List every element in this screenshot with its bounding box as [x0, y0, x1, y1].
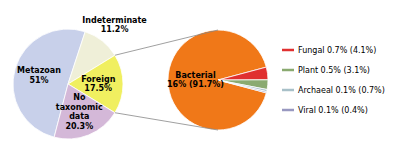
legend-value: 0.1% (0.7%) — [335, 86, 384, 95]
slice-label: Bacterial — [175, 71, 216, 80]
legend-marker — [282, 69, 294, 72]
legend-category: Viral — [298, 106, 316, 115]
pie-1 — [168, 30, 268, 130]
connector — [115, 113, 218, 130]
slice-label: Notaxonomicdata — [56, 93, 103, 121]
pie-slice — [68, 32, 115, 84]
legend-marker — [282, 89, 294, 92]
legend-marker — [282, 109, 294, 112]
slice-value-label: 17.5% — [84, 84, 112, 93]
legend-value: 0.5% (3.1%) — [321, 66, 370, 75]
legend-category: Fungal — [298, 46, 325, 55]
pie-slice — [218, 80, 267, 93]
slice-value-label: 16% (91.7%) — [167, 80, 224, 89]
pie-labels-1: Bacterial16% (91.7%) — [167, 71, 224, 90]
legend-label: Plant0.5% (3.1%) — [298, 66, 370, 75]
slice-label-line: No — [73, 93, 86, 102]
slice-label: Metazoan — [17, 66, 61, 75]
legend-marker — [282, 49, 294, 52]
slice-label-line: taxonomic — [56, 103, 103, 112]
slice-label-line: data — [69, 112, 89, 121]
slice-value-label: 20.3% — [65, 122, 93, 131]
legend: Fungal0.7% (4.1%) Plant0.5% (3.1%) Archaea… — [282, 46, 385, 115]
legend-label: Fungal0.7% (4.1%) — [298, 46, 376, 55]
pie-0 — [13, 29, 123, 139]
legend-category: Archaeal — [298, 86, 333, 95]
slice-label-line: Bacterial — [175, 71, 216, 80]
slice-label-line: Foreign — [81, 75, 115, 84]
legend-label: Viral0.1% (0.4%) — [298, 106, 368, 115]
chart: Metazoan51% Indeterminate11.2% Foreign17.5… — [0, 0, 400, 153]
slice-label: Indeterminate — [82, 16, 147, 25]
slice-value-label: 51% — [29, 76, 48, 85]
pie-slice — [218, 67, 268, 80]
pie-slice — [54, 84, 115, 139]
legend-value: 0.7% (4.1%) — [327, 46, 376, 55]
connectors — [115, 30, 218, 130]
slice-label: Foreign — [81, 75, 115, 84]
legend-value: 0.1% (0.4%) — [318, 106, 367, 115]
slice-value-label: 11.2% — [101, 25, 129, 34]
connector — [115, 30, 218, 55]
pie-labels-0: Metazoan51% Indeterminate11.2% Foreign17.5… — [17, 16, 147, 131]
slice-label-line: Metazoan — [17, 66, 61, 75]
legend-label: Archaeal0.1% (0.7%) — [298, 86, 385, 95]
legend-category: Plant — [298, 66, 318, 75]
